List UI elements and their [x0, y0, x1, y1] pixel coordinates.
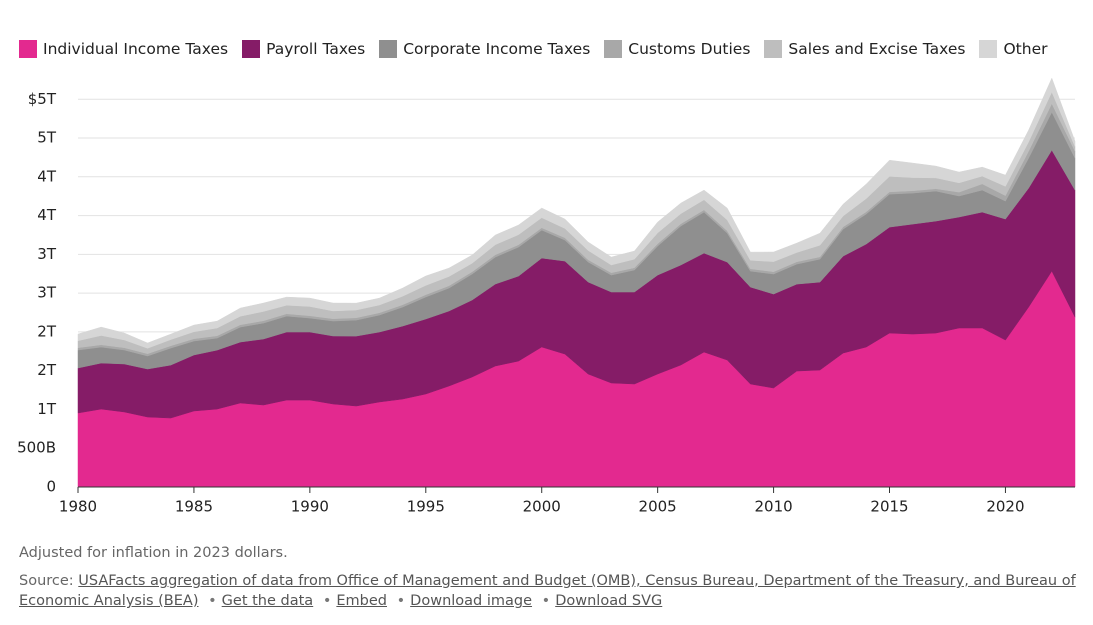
y-tick-label: 3T — [37, 284, 57, 302]
y-tick-label: 1T — [37, 400, 57, 418]
link[interactable]: Get the data — [203, 593, 314, 609]
legend-swatch — [764, 40, 783, 58]
link[interactable]: Download image — [392, 593, 532, 609]
x-tick-label: 2015 — [870, 498, 908, 516]
x-tick-label: 2005 — [639, 498, 677, 516]
x-tick-label: 1995 — [407, 498, 445, 516]
links: USAFacts aggregation of data from Office… — [19, 573, 1076, 609]
area — [77, 77, 1076, 349]
legend-label: Other — [1003, 40, 1048, 58]
legend-label: Sales and Excise Taxes — [788, 40, 966, 58]
legend-label: Individual Income Taxes — [43, 40, 229, 58]
legend-swatch — [242, 40, 261, 58]
legend-label: Customs Duties — [628, 40, 751, 58]
chart: 0 500B 1T 2T 2T 3T 3T 4T 4T 5T $5T 1980 1985 1990 1995… — [17, 77, 1076, 516]
footer: Adjusted for inflation in 2023 dollars. … — [19, 543, 1079, 611]
link[interactable]: Embed — [318, 593, 387, 609]
y-tick-label: 4T — [37, 206, 57, 224]
x-tick-label: 2020 — [986, 498, 1024, 516]
x-tick-label: 2000 — [523, 498, 561, 516]
legend-label: Payroll Taxes — [266, 40, 366, 58]
y-tick-label: 3T — [37, 245, 57, 263]
source-label: Source: — [19, 573, 74, 589]
y-tick-label: 2T — [37, 361, 57, 379]
legend: Individual Income Taxes Payroll Taxes Corp… — [19, 40, 1047, 58]
legend-swatch — [604, 40, 623, 58]
legend-swatch — [379, 40, 398, 58]
legend-item: Other — [979, 40, 1047, 58]
y-tick-label: 0 — [46, 478, 56, 496]
y-tick-label: 500B — [17, 439, 56, 457]
legend-label: Corporate Income Taxes — [403, 40, 591, 58]
y-tick-label: $5T — [28, 90, 57, 108]
legend-item: Customs Duties — [604, 40, 750, 58]
legend-item: Sales and Excise Taxes — [764, 40, 965, 58]
legend-swatch — [979, 40, 998, 58]
x-tick-label: 1980 — [59, 498, 97, 516]
legend-item: Payroll Taxes — [242, 40, 365, 58]
legend-item: Corporate Income Taxes — [379, 40, 590, 58]
y-tick-label: 5T — [37, 129, 57, 147]
source: Source: USAFacts aggregation of data fro… — [19, 571, 1079, 611]
note: Adjusted for inflation in 2023 dollars. — [19, 545, 288, 561]
y-tick-label: 4T — [37, 167, 57, 185]
link[interactable]: Download SVG — [537, 593, 662, 609]
legend-swatch — [19, 40, 37, 58]
x-tick-label: 1985 — [175, 498, 213, 516]
link[interactable]: USAFacts aggregation of data from Office… — [19, 573, 1076, 609]
y-tick-label: 2T — [37, 322, 57, 340]
x-tick-label: 1990 — [291, 498, 329, 516]
x-tick-label: 2010 — [754, 498, 792, 516]
legend-item: Individual Income Taxes — [19, 40, 228, 58]
